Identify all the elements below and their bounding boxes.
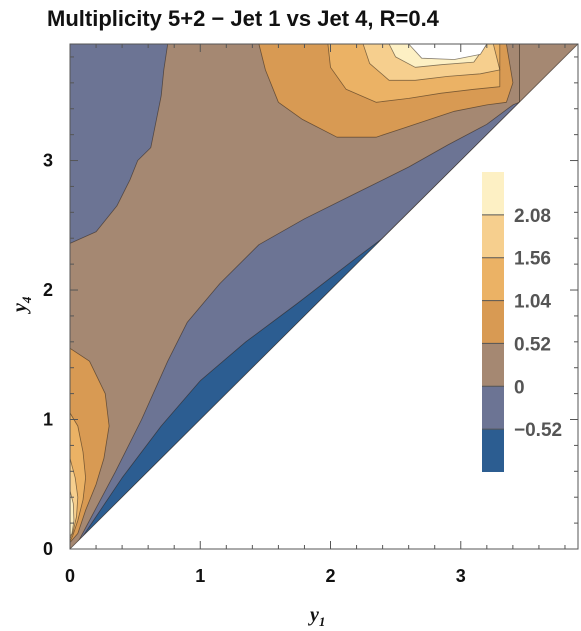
y-tick-label: 1 xyxy=(43,410,53,430)
axis-ticks: 0 1 2 3 0 1 2 3 xyxy=(43,44,578,586)
legend-swatch xyxy=(482,214,504,258)
chart-title: Multiplicity 5+2 − Jet 1 vs Jet 4, R=0.4 xyxy=(47,6,440,31)
x-tick-label: 0 xyxy=(65,566,75,586)
legend-swatch xyxy=(482,386,504,430)
y-tick-label: 2 xyxy=(43,280,53,300)
y-tick-label: 0 xyxy=(43,539,53,559)
legend-label: 1.04 xyxy=(514,292,551,313)
x-tick-label: 3 xyxy=(456,566,466,586)
legend-swatch xyxy=(482,429,504,472)
legend-label: −0.52 xyxy=(514,420,562,441)
legend-swatch xyxy=(482,343,504,387)
plot-frame xyxy=(69,43,579,550)
color-legend: 2.08 1.56 1.04 0.52 0 −0.52 xyxy=(482,172,562,472)
legend-swatch xyxy=(482,300,504,344)
x-tick-label: 1 xyxy=(195,566,205,586)
y-axis-label: y4 xyxy=(9,296,34,314)
x-tick-label: 2 xyxy=(326,566,336,586)
legend-label: 2.08 xyxy=(514,206,551,227)
legend-label: 0 xyxy=(514,377,525,398)
legend-label: 1.56 xyxy=(514,249,551,270)
legend-label: 0.52 xyxy=(514,334,551,355)
y-axis-label-sub: 4 xyxy=(19,296,34,304)
legend-swatch xyxy=(482,257,504,301)
y-tick-label: 3 xyxy=(43,151,53,171)
x-axis-label: y1 xyxy=(308,604,325,629)
y-axis-label-main: y xyxy=(9,303,31,314)
contour-band-neg-left xyxy=(69,43,169,244)
x-axis-label-sub: 1 xyxy=(319,614,326,629)
contour-band-neg-diagonal xyxy=(77,101,520,543)
x-axis-label-main: y xyxy=(308,604,319,626)
legend-swatch xyxy=(482,172,504,215)
